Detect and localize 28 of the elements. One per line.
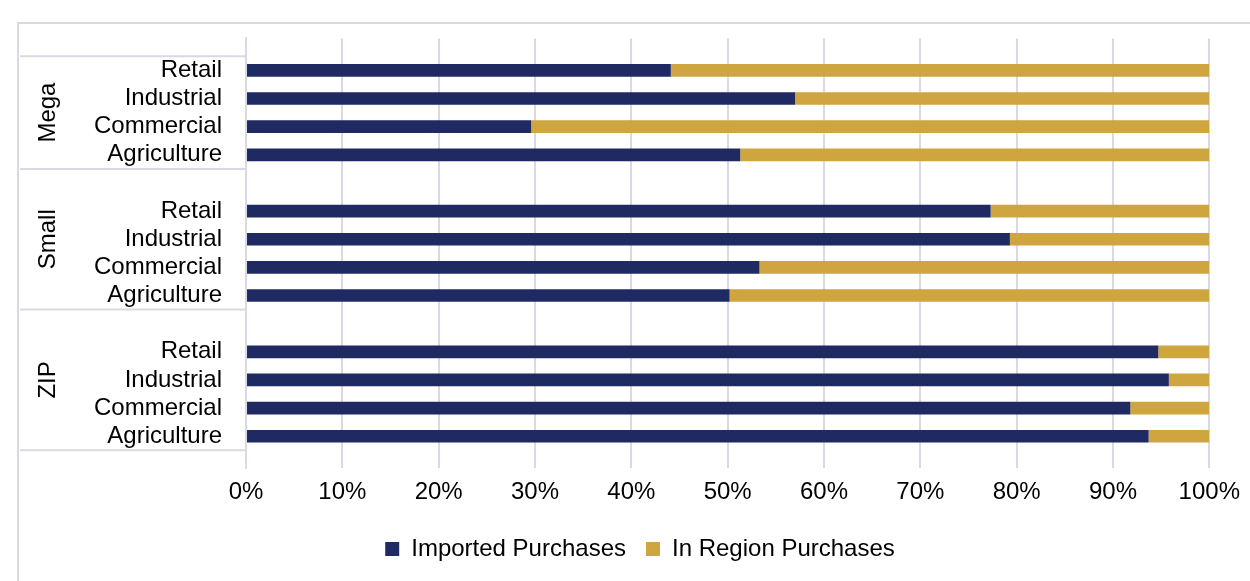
x-tick-label: 60%: [799, 477, 849, 505]
legend-label: In Region Purchases: [671, 533, 895, 561]
y-tick-label: Commercial: [94, 252, 223, 279]
x-tick-label: 50%: [703, 477, 752, 505]
x-tick-label: 100%: [1178, 477, 1240, 505]
y-tick-label: Retail: [160, 55, 223, 82]
y-tick-label: Agriculture: [107, 139, 223, 167]
y-tick-label: Retail: [160, 195, 223, 223]
text: Small: [32, 209, 60, 270]
x-tick-label: 80%: [992, 477, 1041, 505]
x-tick-label: 40%: [607, 477, 656, 505]
y-tick-label: Agriculture: [107, 280, 223, 308]
y-tick-label: Commercial: [94, 111, 223, 139]
y-tick-label: Industrial: [124, 83, 223, 111]
y-tick-label: Agriculture: [107, 420, 223, 448]
text: ZIP: [32, 361, 60, 399]
x-tick-label: 10%: [318, 477, 367, 505]
x-tick-label: 20%: [414, 477, 463, 505]
text: Mega: [32, 81, 60, 143]
y-tick-label: Retail: [160, 336, 223, 364]
y-tick-label: Commercial: [94, 392, 223, 420]
x-tick-label: 0%: [228, 477, 264, 505]
x-tick-label: 30%: [510, 477, 560, 505]
y-tick-label: Industrial: [124, 364, 223, 392]
legend-label: Imported Purchases: [411, 533, 626, 561]
x-tick-label: 90%: [1088, 477, 1137, 505]
x-tick-label: 70%: [896, 477, 945, 505]
y-tick-label: Industrial: [124, 223, 223, 251]
